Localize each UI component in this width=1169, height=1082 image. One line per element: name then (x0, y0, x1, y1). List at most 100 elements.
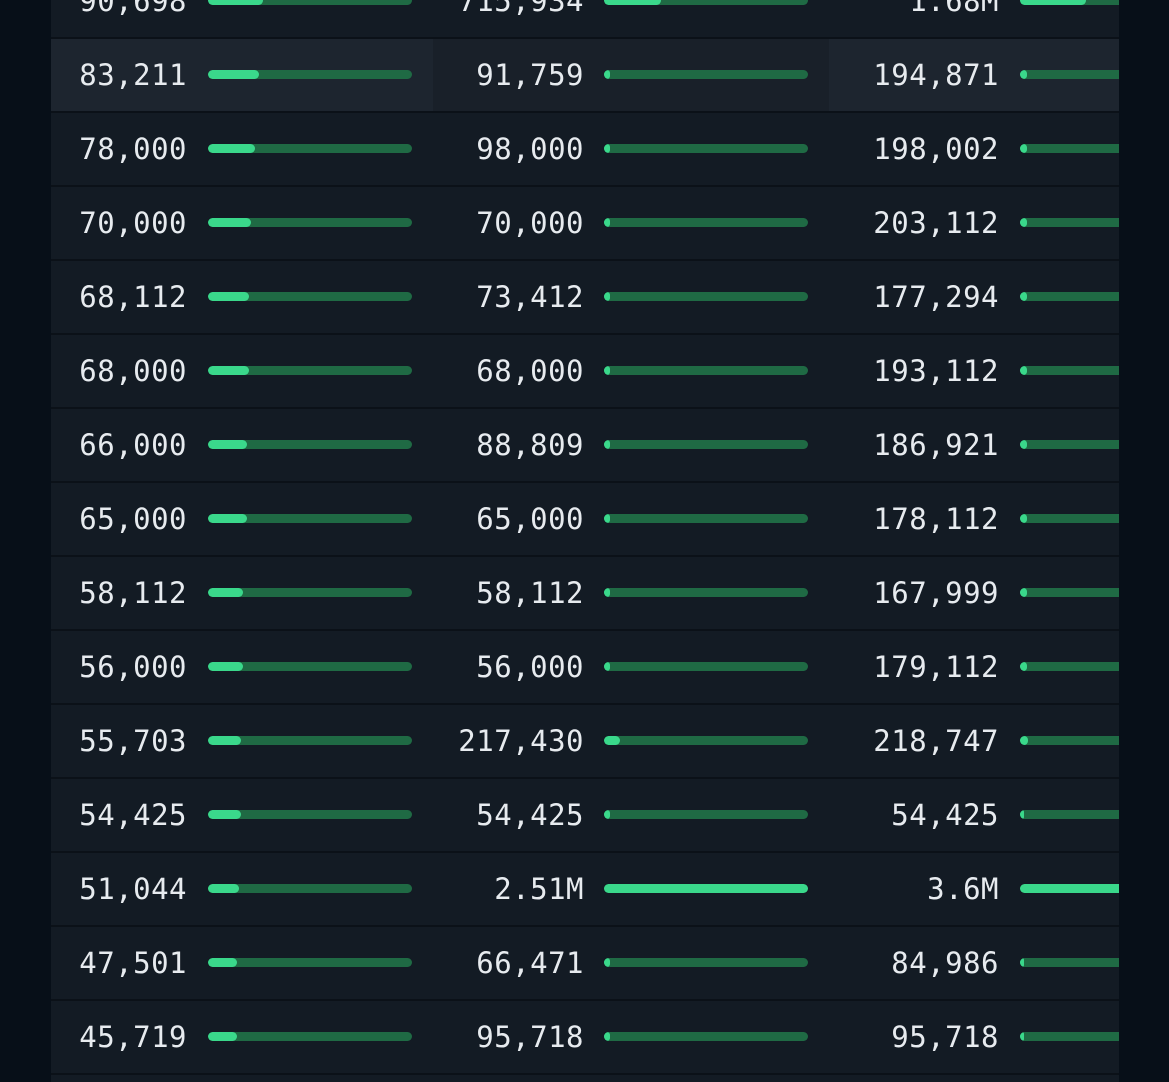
cell-value: 65,000 (476, 502, 584, 536)
bar-track (604, 736, 808, 745)
table-row[interactable]: 45,719 95,718 95,718 (51, 1001, 1119, 1075)
table-cell-col2: 56,000 (433, 631, 829, 703)
table-row[interactable]: 78,000 98,000 198,002 (51, 113, 1119, 187)
table-cell-col1: 47,501 (51, 927, 433, 999)
bar-fill (208, 440, 247, 449)
cell-value: 194,871 (873, 58, 999, 92)
bar-fill (604, 292, 611, 301)
bar-track (1020, 1032, 1119, 1041)
table-row[interactable]: 58,112 58,112 167,999 (51, 557, 1119, 631)
table-cell-col2: 73,412 (433, 261, 829, 333)
bar-track (208, 218, 412, 227)
bar-track (604, 218, 808, 227)
cell-value: 66,471 (476, 946, 584, 980)
cell-value: 68,000 (476, 354, 584, 388)
bar-track (208, 884, 412, 893)
cell-value: 203,112 (873, 206, 999, 240)
table-cell-col1: 68,112 (51, 261, 433, 333)
table-cell-col2: 58,112 (433, 557, 829, 629)
bar-track (1020, 70, 1119, 79)
bar-track (208, 144, 412, 153)
table-row[interactable]: 90,698 715,934 1.68M (51, 0, 1119, 39)
cell-value: 84,986 (891, 946, 999, 980)
table-cell-col3: 84,986 (829, 927, 1119, 999)
bar-fill (1020, 884, 1119, 893)
cell-value: 70,000 (476, 206, 584, 240)
table-cell-col1: 66,000 (51, 409, 433, 481)
bar-track (208, 366, 412, 375)
cell-value: 3.6M (927, 872, 999, 906)
cell-value: 68,000 (79, 354, 187, 388)
cell-value: 178,112 (873, 502, 999, 536)
cell-value: 70,000 (79, 206, 187, 240)
bar-track (1020, 662, 1119, 671)
bar-track (604, 1032, 808, 1041)
table-cell-col1: 51,044 (51, 853, 433, 925)
table-cell-col1: 83,211 (51, 39, 433, 111)
bar-track (1020, 0, 1119, 5)
table-cell-col2: 66,471 (433, 927, 829, 999)
bar-track (208, 958, 412, 967)
cell-value: 98,000 (476, 132, 584, 166)
table-cell-col1: 65,000 (51, 483, 433, 555)
table-row[interactable]: 68,112 73,412 177,294 (51, 261, 1119, 335)
table-row[interactable]: 65,000 65,000 178,112 (51, 483, 1119, 557)
bar-track (1020, 440, 1119, 449)
table-cell-col2: 54,425 (433, 779, 829, 851)
table-cell-col3: 178,112 (829, 483, 1119, 555)
table-row[interactable]: 55,703 217,430 218,747 (51, 705, 1119, 779)
table-row[interactable]: 51,044 2.51M 3.6M (51, 853, 1119, 927)
table-cell-col1: 70,000 (51, 187, 433, 259)
table-row[interactable]: 83,211 91,759 194,871 (51, 39, 1119, 113)
bar-fill (604, 440, 611, 449)
bar-track (208, 588, 412, 597)
table-cell-col3: 54,425 (829, 779, 1119, 851)
table-cell-col1: 78,000 (51, 113, 433, 185)
cell-value: 218,747 (873, 724, 999, 758)
bar-fill (208, 662, 243, 671)
bar-fill (1020, 958, 1025, 967)
cell-value: 58,112 (476, 576, 584, 610)
bar-fill (1020, 440, 1027, 449)
cell-value: 56,000 (476, 650, 584, 684)
bar-track (1020, 884, 1119, 893)
table-row[interactable]: 70,000 70,000 203,112 (51, 187, 1119, 261)
bar-track (208, 810, 412, 819)
table-row[interactable]: 68,000 68,000 193,112 (51, 335, 1119, 409)
table-row[interactable]: 54,425 54,425 54,425 (51, 779, 1119, 853)
table-cell-col3: 186,921 (829, 409, 1119, 481)
bar-track (604, 514, 808, 523)
bar-track (604, 662, 808, 671)
cell-value: 83,211 (79, 58, 187, 92)
table-body: 90,698 715,934 1.68M 83,211 91,759 194,871 78,… (51, 0, 1119, 1075)
bar-fill (208, 0, 264, 5)
table-cell-col1: 45,719 (51, 1001, 433, 1073)
table-cell-col1: 55,703 (51, 705, 433, 777)
table-cell-col2: 98,000 (433, 113, 829, 185)
cell-value: 1.68M (909, 0, 999, 18)
table-cell-col1: 90,698 (51, 0, 433, 37)
bar-fill (1020, 366, 1027, 375)
bar-track (604, 958, 808, 967)
bar-track (1020, 218, 1119, 227)
bar-fill (1020, 514, 1027, 523)
table-row[interactable]: 66,000 88,809 186,921 (51, 409, 1119, 483)
bar-fill (1020, 218, 1027, 227)
table-row[interactable]: 47,501 66,471 84,986 (51, 927, 1119, 1001)
table-cell-col2: 88,809 (433, 409, 829, 481)
table-cell-col1: 58,112 (51, 557, 433, 629)
bar-fill (604, 736, 621, 745)
cell-value: 177,294 (873, 280, 999, 314)
bar-track (604, 144, 808, 153)
bar-track (1020, 366, 1119, 375)
bar-track (604, 588, 808, 597)
table-cell-col3: 177,294 (829, 261, 1119, 333)
bar-track (208, 736, 412, 745)
bar-track (208, 292, 412, 301)
table-cell-col1: 54,425 (51, 779, 433, 851)
table-row[interactable]: 56,000 56,000 179,112 (51, 631, 1119, 705)
cell-value: 167,999 (873, 576, 999, 610)
bar-fill (604, 514, 611, 523)
bar-track (1020, 514, 1119, 523)
data-table: 90,698 715,934 1.68M 83,211 91,759 194,871 78,… (51, 0, 1119, 1082)
